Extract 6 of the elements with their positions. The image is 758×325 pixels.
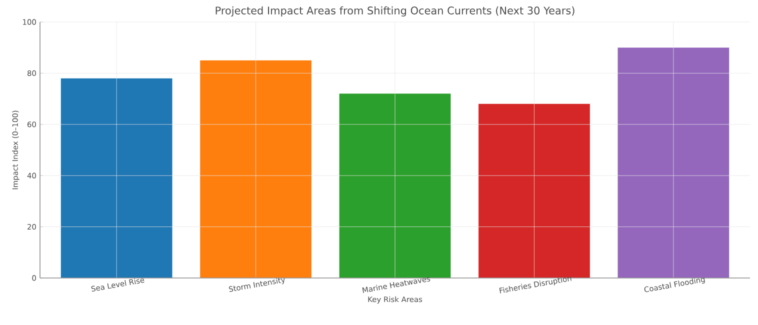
bar [478, 104, 590, 278]
bar [339, 94, 451, 278]
chart-title: Projected Impact Areas from Shifting Ocean Currents (Next 30 Years) [216, 6, 574, 16]
bar [60, 78, 172, 278]
bar [618, 48, 730, 278]
bar [200, 60, 312, 278]
